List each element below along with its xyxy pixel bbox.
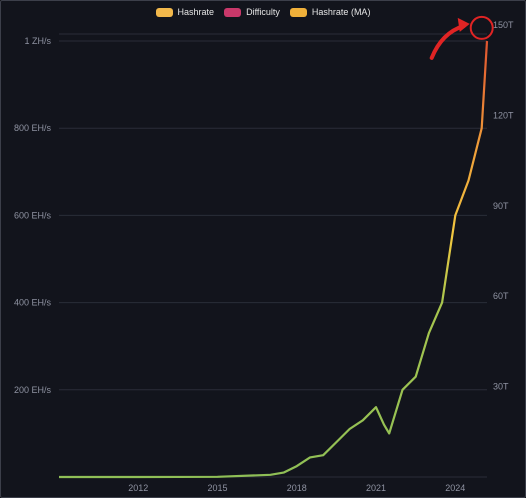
left-tick-label: 200 EH/s <box>14 385 52 395</box>
right-axis: 30T 60T 90T 120T 150T <box>493 20 514 392</box>
legend-item-difficulty[interactable]: Difficulty <box>224 7 280 17</box>
x-axis: 2012 2015 2018 2021 2024 <box>128 483 465 493</box>
x-tick-label: 2024 <box>445 483 465 493</box>
annotation-circle <box>469 15 494 40</box>
right-tick-label: 120T <box>493 110 514 120</box>
right-tick-label: 150T <box>493 20 514 30</box>
right-tick-label: 30T <box>493 382 509 392</box>
annotation-arrow <box>429 23 466 60</box>
series-layer <box>59 15 489 479</box>
left-tick-label: 800 EH/s <box>14 123 52 133</box>
annotation-arrowhead <box>457 17 470 32</box>
legend-swatch-hashrate-ma <box>289 7 307 17</box>
hashrate-ma-line <box>59 40 489 479</box>
left-axis: 200 EH/s 400 EH/s 600 EH/s 800 EH/s 1 ZH/s <box>14 36 52 395</box>
right-tick-label: 90T <box>493 201 509 211</box>
legend-item-hashrate[interactable]: Hashrate <box>155 7 215 17</box>
x-tick-label: 2018 <box>287 483 307 493</box>
legend-label-hashrate: Hashrate <box>177 7 215 17</box>
legend-swatch-hashrate <box>155 7 173 17</box>
legend-swatch-difficulty <box>224 7 242 17</box>
annotation <box>429 15 494 60</box>
legend-label-hashrate-ma: Hashrate (MA) <box>311 7 371 17</box>
x-tick-label: 2015 <box>208 483 228 493</box>
right-tick-label: 60T <box>493 291 509 301</box>
legend-label-difficulty: Difficulty <box>246 7 280 17</box>
legend-item-hashrate-ma[interactable]: Hashrate (MA) <box>289 7 371 17</box>
legend: Hashrate Difficulty Hashrate (MA) <box>1 7 525 17</box>
left-tick-label: 1 ZH/s <box>24 36 51 46</box>
x-tick-label: 2021 <box>366 483 386 493</box>
left-tick-label: 400 EH/s <box>14 298 52 308</box>
grid-lines <box>59 33 487 478</box>
x-tick-label: 2012 <box>128 483 148 493</box>
left-tick-label: 600 EH/s <box>14 210 52 220</box>
